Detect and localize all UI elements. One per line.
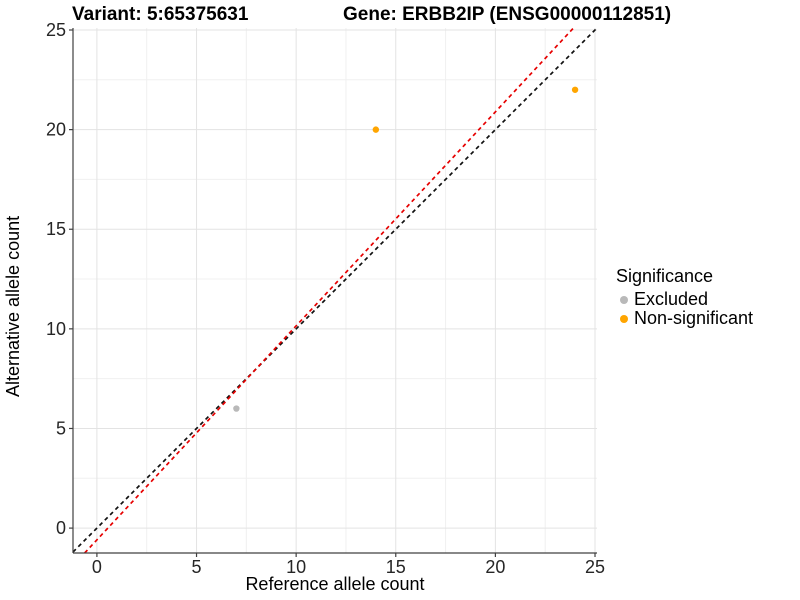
y-tick-label: 20	[46, 120, 66, 140]
x-tick-label: 25	[585, 557, 605, 577]
x-tick-label: 10	[286, 557, 306, 577]
y-axis-title: Alternative allele count	[3, 215, 23, 397]
non-significant-dot-icon	[620, 314, 628, 323]
x-tick-label: 0	[92, 557, 102, 577]
legend-item-label: Excluded	[634, 289, 709, 309]
y-tick-label: 15	[46, 219, 66, 239]
legend-title: Significance	[616, 266, 714, 286]
x-axis-title: Reference allele count	[245, 574, 425, 594]
legend-item-excluded: Excluded	[616, 289, 753, 309]
data-point-non-significant	[372, 126, 380, 133]
variant-title: Variant: 5:65375631	[72, 4, 249, 25]
legend-item-non-significant: Non-significant	[616, 308, 754, 328]
ratio-line	[84, 27, 575, 554]
x-tick-label: 15	[386, 557, 406, 577]
y-tick-label: 5	[56, 418, 66, 438]
legend: Significance Excluded Non-significant	[616, 266, 753, 328]
identity-line	[72, 27, 598, 553]
y-tick-label: 10	[46, 319, 66, 339]
y-tick-label: 0	[56, 518, 66, 538]
y-tick-label: 25	[46, 20, 66, 40]
x-tick-label: 5	[192, 557, 202, 577]
legend-item-label: Non-significant	[634, 308, 754, 328]
x-tick-label: 20	[485, 557, 505, 577]
excluded-dot-icon	[620, 295, 628, 304]
data-point-non-significant	[571, 86, 579, 93]
gene-title: Gene: ERBB2IP (ENSG00000112851)	[343, 4, 672, 25]
data-point-excluded	[233, 405, 240, 412]
